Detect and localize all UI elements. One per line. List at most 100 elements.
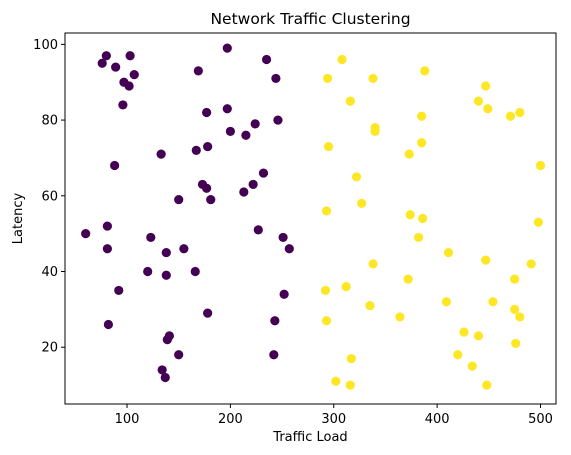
data-point	[174, 350, 184, 360]
data-point	[222, 104, 232, 114]
data-point	[510, 304, 520, 314]
cluster-0-points	[81, 43, 294, 383]
x-axis: 100 200 300 400 500	[115, 404, 553, 427]
data-point	[278, 232, 288, 243]
cluster-1-points	[320, 54, 546, 390]
data-point	[459, 327, 469, 337]
data-point	[535, 160, 546, 171]
data-point	[271, 73, 281, 84]
data-point	[482, 380, 492, 390]
data-point	[157, 365, 167, 375]
data-point	[261, 54, 272, 65]
data-point	[403, 274, 413, 284]
data-point	[467, 361, 477, 371]
data-point	[370, 126, 380, 137]
data-point	[202, 183, 212, 193]
data-point	[111, 62, 121, 72]
data-point	[102, 221, 112, 231]
x-tick-label: 100	[115, 412, 140, 427]
data-point	[225, 126, 235, 137]
y-tick-label: 20	[41, 341, 58, 356]
data-point	[420, 66, 430, 76]
y-tick-label: 100	[33, 38, 58, 53]
data-point	[418, 213, 428, 224]
data-point	[483, 104, 493, 114]
data-point	[161, 270, 171, 280]
data-point	[481, 255, 491, 265]
data-point	[404, 149, 414, 159]
data-point	[269, 350, 279, 360]
data-point	[146, 232, 156, 243]
data-point	[515, 312, 525, 322]
data-point	[526, 259, 536, 269]
data-point	[481, 81, 491, 91]
data-point	[241, 130, 251, 140]
data-point	[248, 179, 258, 190]
data-point	[345, 96, 355, 106]
data-point	[413, 232, 424, 243]
data-point	[101, 51, 111, 61]
data-point	[417, 138, 427, 148]
data-point	[143, 266, 153, 277]
chart-title: Network Traffic Clustering	[210, 10, 410, 28]
data-point	[441, 297, 452, 307]
data-point	[357, 198, 367, 208]
x-axis-label: Traffic Load	[272, 430, 347, 445]
data-point	[284, 244, 294, 254]
data-point	[395, 312, 405, 322]
data-point	[322, 73, 333, 84]
data-point	[81, 229, 91, 239]
data-point	[125, 51, 135, 61]
data-point	[417, 111, 427, 121]
data-point	[368, 73, 378, 84]
data-point	[222, 43, 232, 53]
data-point	[202, 107, 212, 118]
data-point	[162, 335, 172, 345]
data-point	[473, 96, 484, 106]
data-point	[515, 107, 525, 118]
data-points	[81, 43, 546, 390]
data-point	[253, 225, 263, 235]
data-point	[279, 289, 289, 299]
data-point	[505, 111, 516, 121]
data-point	[453, 350, 463, 360]
data-point	[365, 300, 375, 311]
data-point	[160, 372, 170, 383]
data-point	[203, 308, 213, 318]
data-point	[203, 141, 213, 152]
data-point	[110, 160, 120, 171]
y-axis: 20 40 60 80 100	[33, 38, 65, 356]
data-point	[320, 285, 331, 296]
data-point	[174, 194, 184, 205]
data-point	[443, 247, 454, 258]
data-point	[190, 266, 200, 277]
data-point	[351, 172, 362, 182]
data-point	[258, 168, 269, 178]
x-tick-label: 500	[528, 412, 553, 427]
x-tick-label: 300	[321, 412, 346, 427]
data-point	[114, 285, 124, 296]
data-point	[273, 115, 283, 125]
data-point	[250, 119, 260, 129]
data-point	[321, 316, 332, 326]
data-point	[118, 100, 128, 110]
data-point	[193, 66, 203, 76]
x-tick-label: 200	[218, 412, 243, 427]
y-axis-label: Latency	[11, 193, 26, 245]
data-point	[161, 247, 171, 258]
data-point	[473, 331, 484, 341]
plot-frame	[64, 32, 557, 405]
data-point	[405, 210, 415, 220]
data-point	[346, 353, 356, 364]
data-point	[191, 145, 201, 155]
x-tick-label: 400	[425, 412, 450, 427]
data-point	[331, 376, 341, 386]
data-point	[533, 217, 544, 227]
data-point	[179, 244, 189, 254]
data-point	[337, 54, 347, 65]
data-point	[345, 380, 355, 390]
data-point	[206, 194, 216, 205]
data-point	[341, 282, 351, 292]
